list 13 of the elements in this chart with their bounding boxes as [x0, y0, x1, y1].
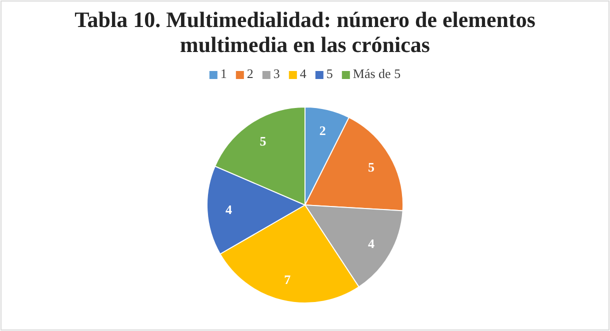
- legend-label: 5: [326, 66, 333, 81]
- chart-title: Tabla 10. Multimedialidad: número de elementos multimedia en las crónicas: [74, 7, 536, 57]
- legend-label: 4: [300, 66, 307, 81]
- data-label: 5: [368, 159, 375, 174]
- legend-label: 1: [220, 66, 227, 81]
- data-label: 4: [225, 202, 232, 217]
- data-label: 4: [368, 236, 375, 251]
- data-label: 5: [260, 134, 267, 149]
- legend-label: 2: [246, 66, 254, 81]
- legend-label: 3: [273, 66, 280, 81]
- legend-label: Más de 5: [352, 66, 401, 81]
- data-label: 2: [319, 123, 326, 138]
- data-label: 7: [284, 272, 292, 287]
